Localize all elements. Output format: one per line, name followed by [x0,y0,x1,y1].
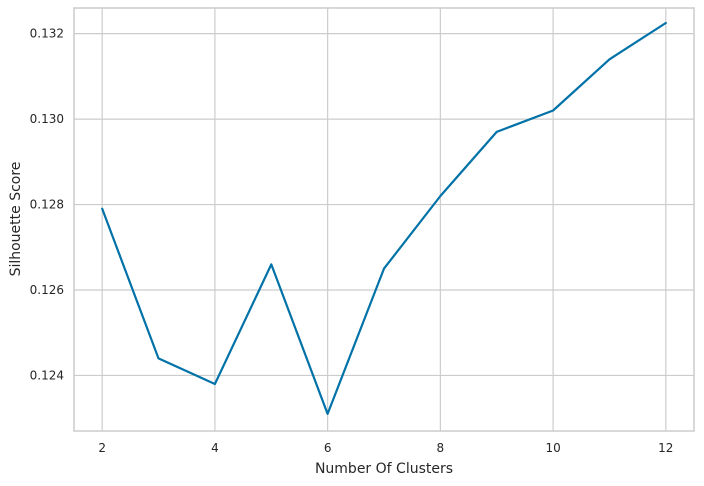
x-axis-label: Number Of Clusters [315,461,453,477]
x-tick-label: 8 [437,441,445,455]
y-tick-label: 0.132 [30,27,64,41]
y-tick-label: 0.130 [30,112,64,126]
y-axis-ticks: 0.124 0.126 0.128 0.130 0.132 [30,27,64,383]
x-tick-label: 12 [658,441,673,455]
y-axis-label: Silhouette Score [8,162,24,277]
x-tick-label: 2 [98,441,106,455]
x-tick-label: 4 [211,441,219,455]
x-tick-label: 10 [545,441,560,455]
y-tick-label: 0.124 [30,368,64,382]
x-axis-ticks: 2 4 6 8 10 12 [98,441,673,455]
plot-area [74,8,694,431]
grid-lines [74,8,694,431]
y-tick-label: 0.128 [30,198,64,212]
series-group [101,21,667,415]
y-tick-label: 0.126 [30,283,64,297]
silhouette-score-line [101,21,667,415]
plot-border [73,7,695,432]
plot-frame [73,7,695,432]
x-tick-label: 6 [324,441,332,455]
